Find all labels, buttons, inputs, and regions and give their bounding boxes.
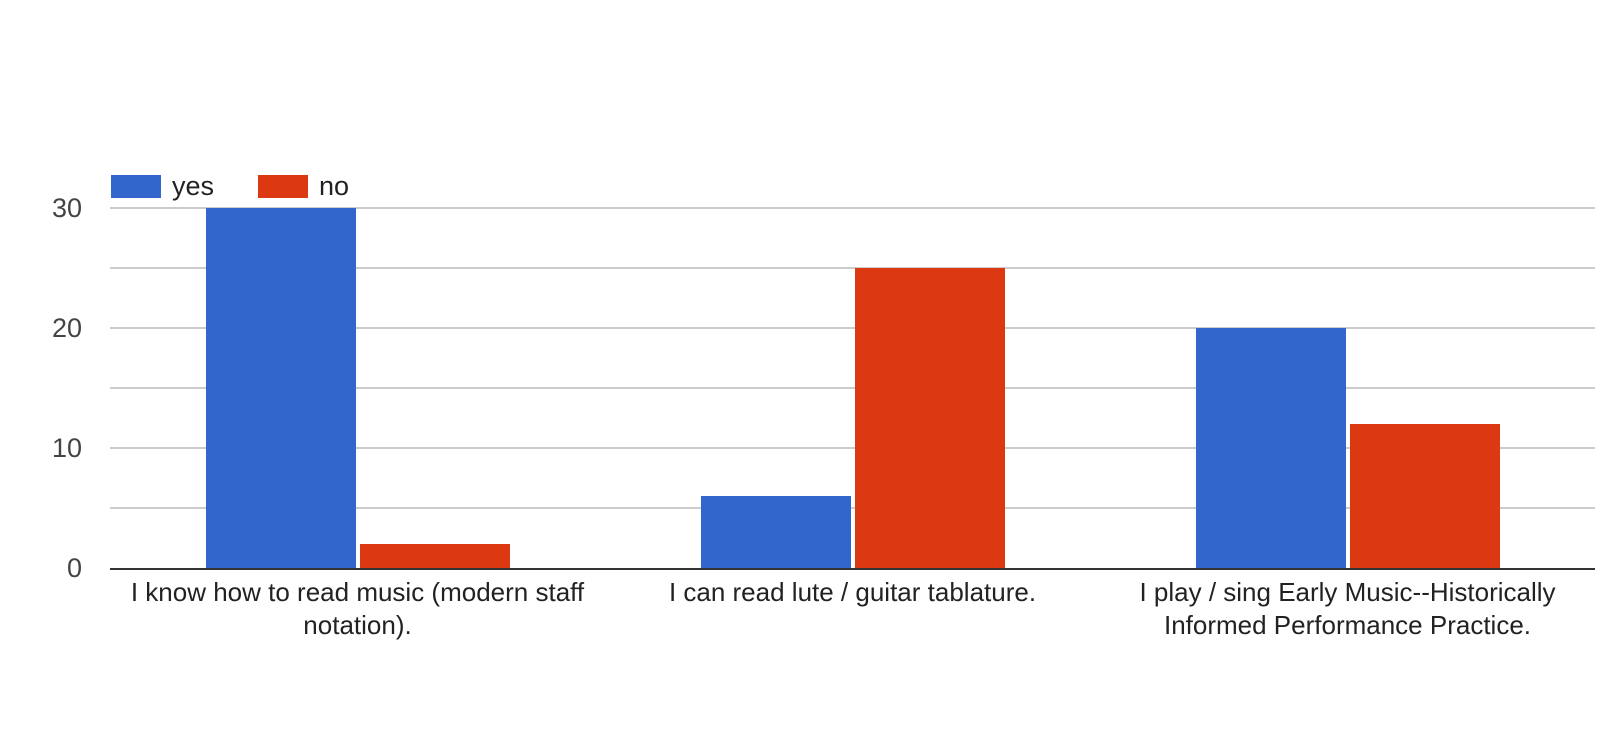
- x-axis-category-label-line: I play / sing Early Music--Historically: [1139, 577, 1556, 607]
- legend-swatch-yes: [111, 175, 161, 198]
- x-axis-category-label-line: I can read lute / guitar tablature.: [668, 577, 1037, 607]
- y-axis-tick-label: 30: [51, 193, 82, 223]
- y-axis-tick-label: 20: [51, 313, 82, 343]
- bar-no-0[interactable]: [359, 544, 510, 568]
- bar-yes-1[interactable]: [700, 496, 851, 568]
- gridline-20: [110, 327, 1595, 329]
- legend-swatch-no: [258, 175, 309, 198]
- gridline-15: [110, 387, 1595, 389]
- plot-area: [110, 207, 1595, 570]
- bar-no-2[interactable]: [1349, 424, 1500, 568]
- x-axis-category-label: I play / sing Early Music--Historically I…: [1098, 576, 1598, 642]
- chart-legend: yes no: [111, 171, 350, 201]
- x-axis-category-label-line: notation).: [303, 610, 412, 640]
- gridline-10: [110, 447, 1595, 449]
- x-axis-category-label-line: I know how to read music (modern staff: [130, 577, 585, 607]
- y-axis-tick-label: 10: [51, 433, 82, 463]
- x-axis-category-label: I can read lute / guitar tablature.: [603, 576, 1103, 609]
- gridline-25: [110, 267, 1595, 269]
- y-axis-tick-label: 0: [66, 553, 82, 583]
- legend-label-yes: yes: [172, 171, 215, 201]
- bar-no-1[interactable]: [854, 268, 1005, 568]
- x-axis-category-label-line: Informed Performance Practice.: [1163, 610, 1532, 640]
- x-axis-category-label: I know how to read music (modern staff no…: [108, 576, 608, 642]
- bar-yes-0[interactable]: [205, 208, 356, 568]
- gridline-30: [110, 207, 1595, 209]
- gridline-5: [110, 507, 1595, 509]
- bar-yes-2[interactable]: [1195, 328, 1346, 568]
- legend-label-no: no: [319, 171, 350, 201]
